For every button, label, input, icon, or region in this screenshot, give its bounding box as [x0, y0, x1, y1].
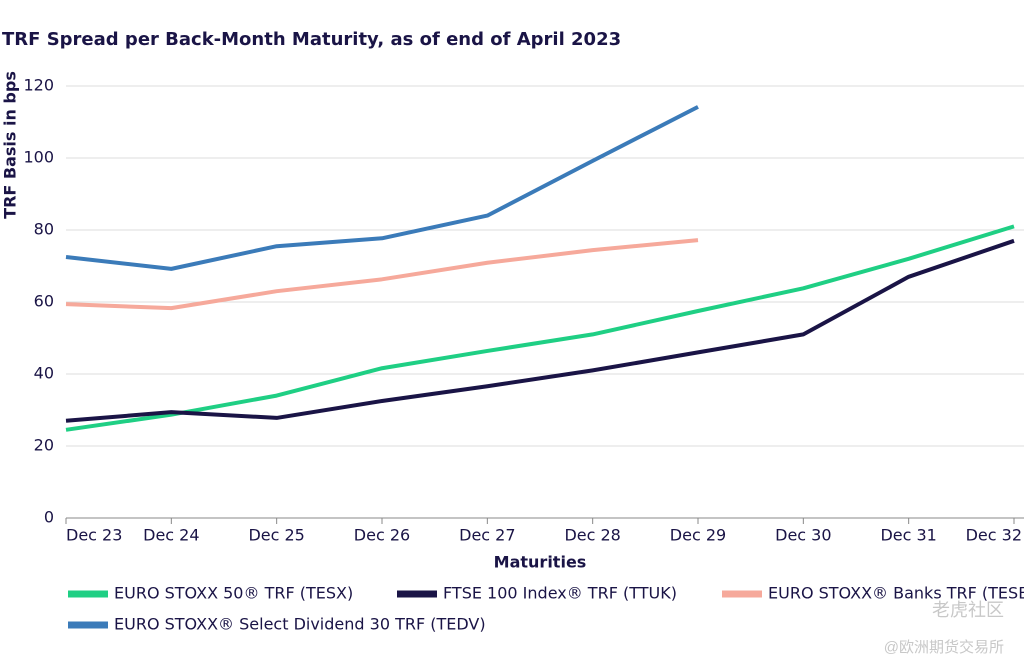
y-tick-label: 60: [34, 292, 54, 311]
x-tick-label: Dec 27: [459, 526, 515, 545]
legend-label: EURO STOXX 50® TRF (TESX): [114, 584, 353, 603]
x-axis-title: Maturities: [494, 553, 587, 572]
y-axis-title: TRF Basis in bps: [1, 71, 20, 219]
x-tick-label: Dec 26: [354, 526, 410, 545]
x-tick-label: Dec 31: [880, 526, 936, 545]
y-tick-label: 20: [34, 436, 54, 455]
y-tick-label: 100: [23, 148, 54, 167]
x-tick-label: Dec 30: [775, 526, 831, 545]
y-tick-label: 40: [34, 364, 54, 383]
chart-title: TRF Spread per Back-Month Maturity, as o…: [2, 29, 621, 50]
series-line: [65, 224, 1015, 432]
series-line: [65, 105, 699, 271]
y-tick-label: 0: [44, 508, 54, 527]
series-line: [65, 238, 1015, 423]
x-tick-label: Dec 24: [143, 526, 199, 545]
x-tick-label: Dec 23: [66, 526, 122, 545]
y-tick-label: 80: [34, 220, 54, 239]
legend-label: EURO STOXX® Select Dividend 30 TRF (TEDV…: [114, 615, 486, 634]
series-line: [65, 238, 699, 311]
x-tick-label: Dec 28: [564, 526, 620, 545]
legend-label: FTSE 100 Index® TRF (TTUK): [443, 584, 677, 603]
x-tick-label: Dec 25: [248, 526, 304, 545]
y-tick-label: 120: [23, 76, 54, 95]
legend-label: EURO STOXX® Banks TRF (TESB): [768, 584, 1024, 603]
watermark: 老虎社区: [932, 600, 1004, 620]
x-tick-label: Dec 29: [670, 526, 726, 545]
x-tick-label: Dec 32: [966, 526, 1022, 545]
watermark: @欧洲期货交易所: [884, 638, 1004, 656]
